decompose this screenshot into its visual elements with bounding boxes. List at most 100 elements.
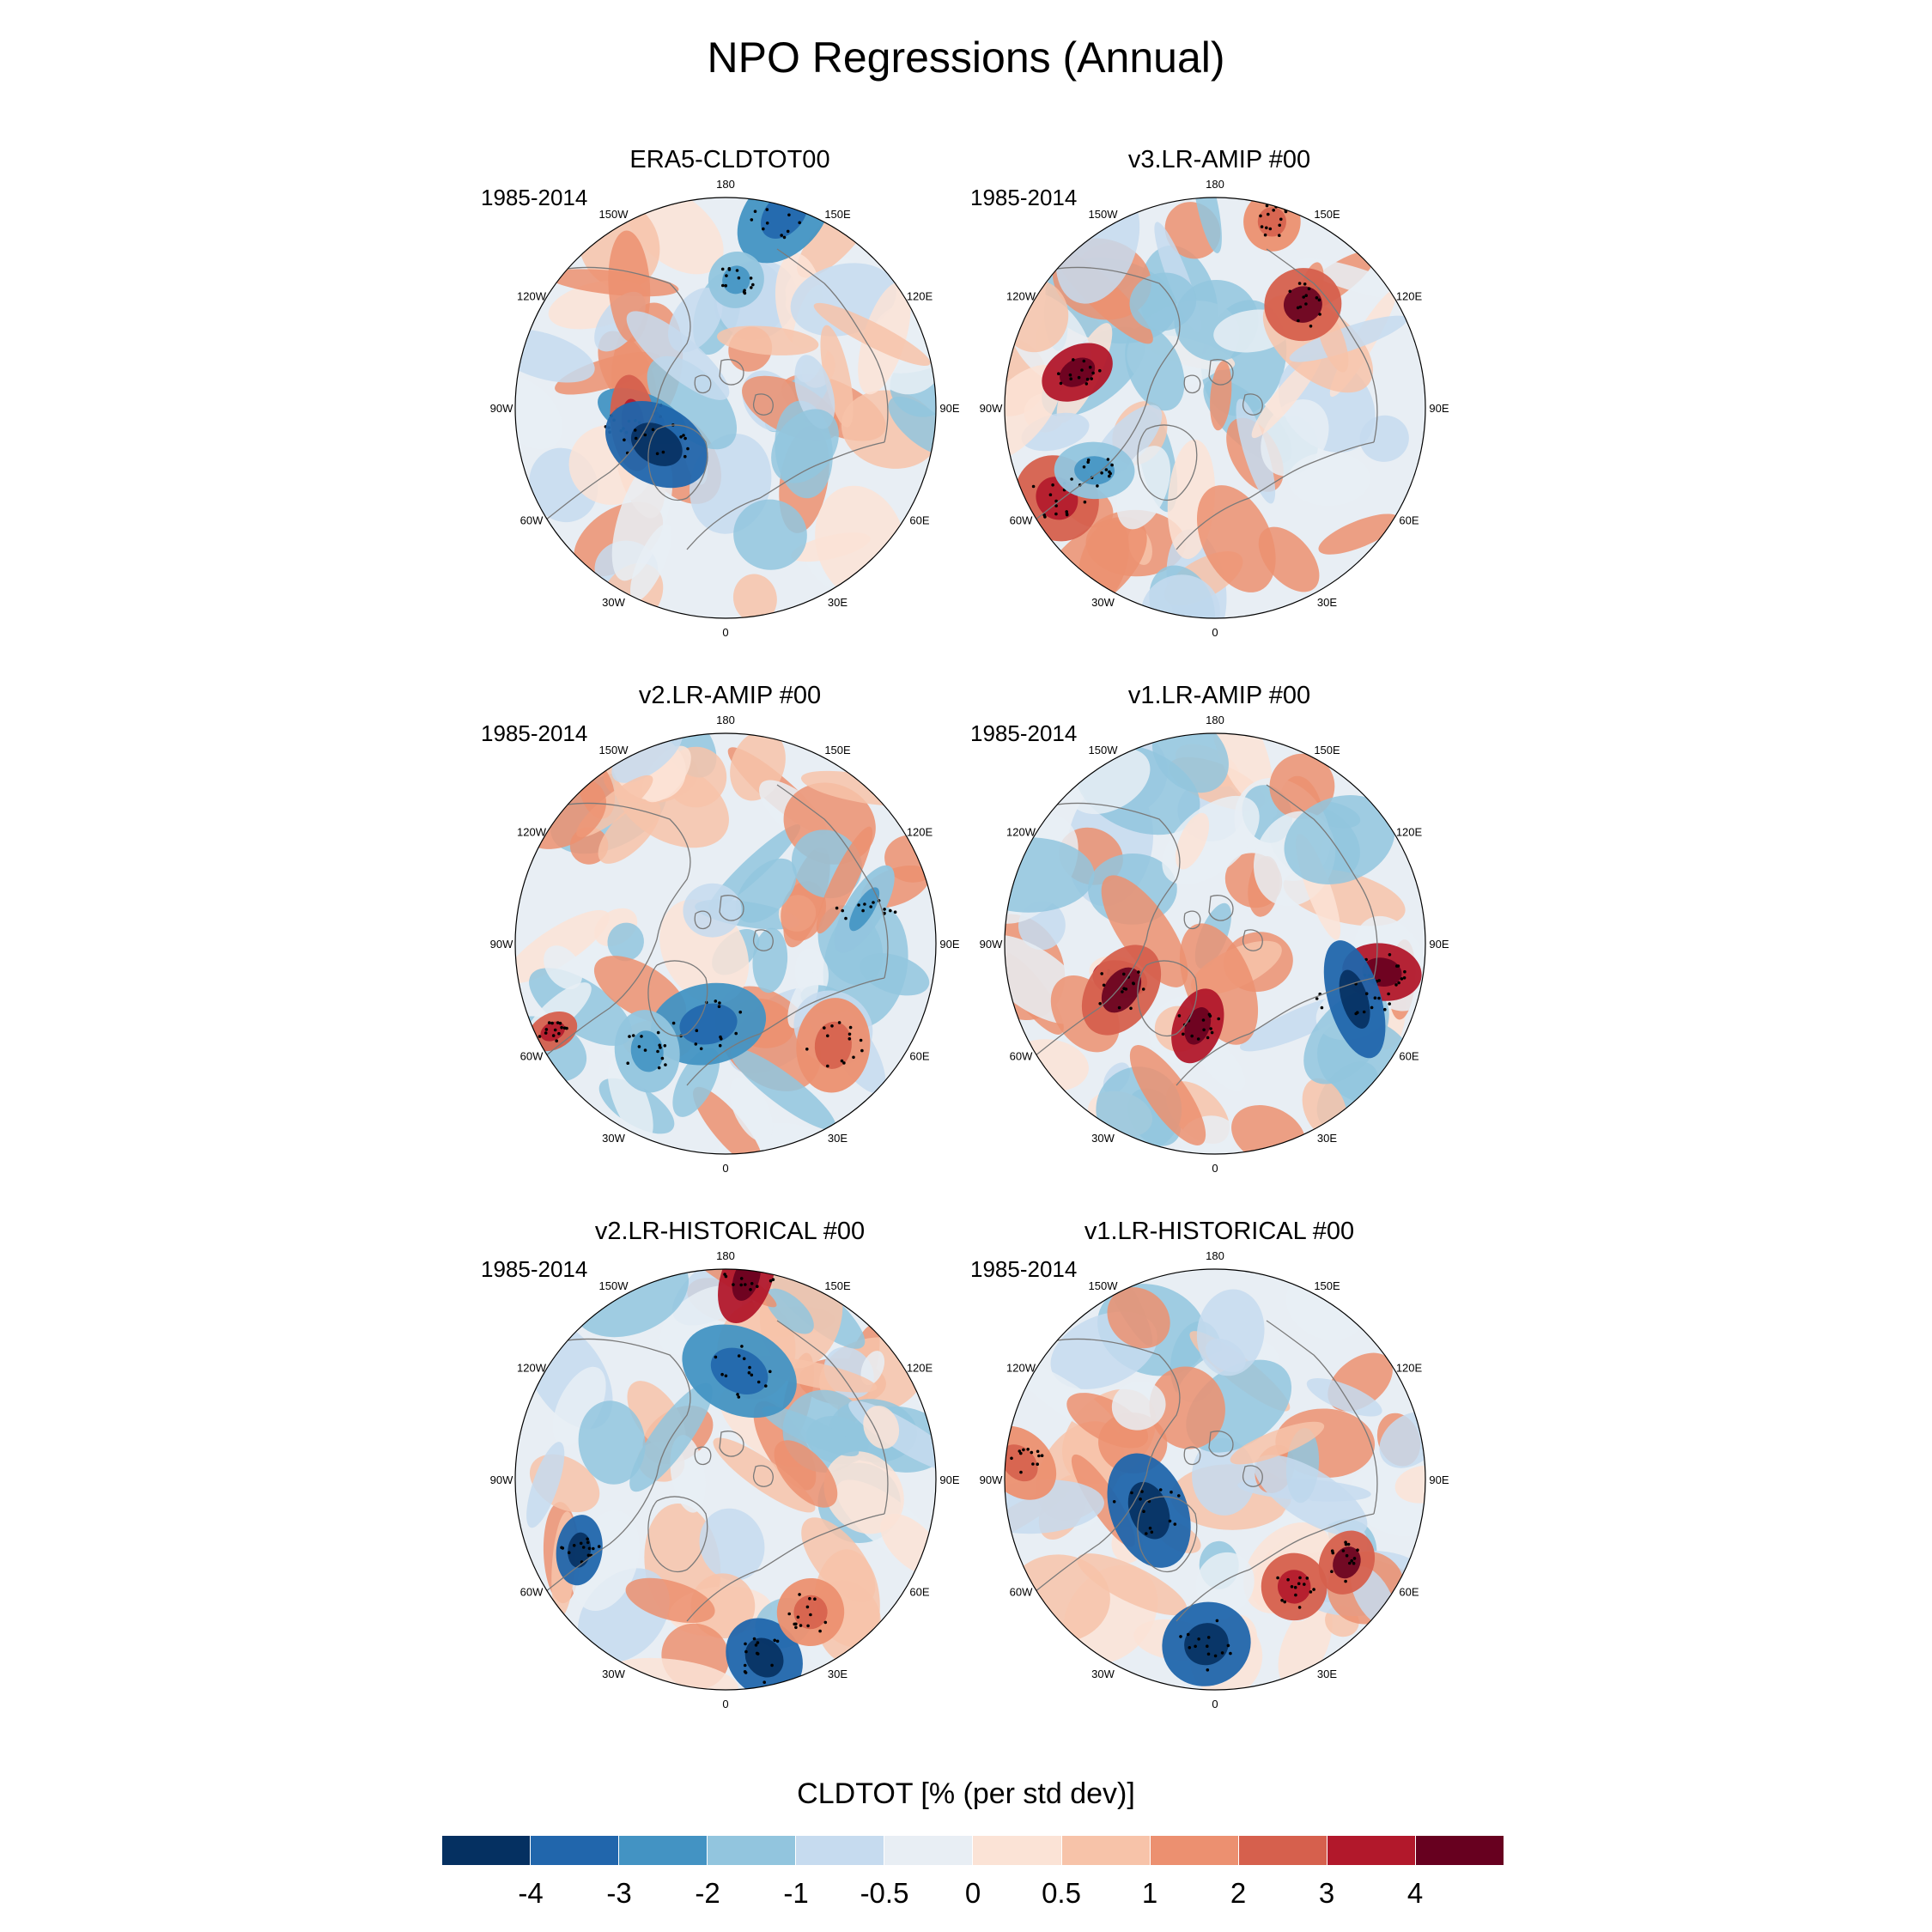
significance-dot: [1201, 1018, 1206, 1022]
significance-dot: [1206, 1636, 1211, 1639]
coastline: [1242, 929, 1263, 951]
significance-dot: [799, 1624, 803, 1627]
significance-dot: [1170, 1490, 1173, 1494]
significance-dot: [840, 1059, 844, 1063]
coastlines: [540, 784, 889, 1086]
longitude-label: 90E: [1429, 1473, 1449, 1486]
significance-dot: [567, 1551, 571, 1554]
significance-dot: [727, 268, 732, 271]
significance-dot: [660, 1056, 665, 1060]
significance-dot: [751, 283, 755, 287]
significance-dot: [1397, 981, 1400, 985]
significance-dot: [842, 1061, 846, 1065]
panel-title: v1.LR-HISTORICAL #00: [1084, 1218, 1355, 1245]
significance-dot: [750, 286, 753, 289]
polar-map: 180 150E 120E 90E 60E 30E 0 30W 60W 90W 120W 150W: [980, 714, 1449, 1175]
significance-dot: [643, 433, 647, 437]
coastline: [1266, 248, 1378, 443]
panel-period: 1985-2014: [970, 185, 1078, 210]
longitude-label: 150E: [1314, 208, 1340, 221]
panel-title: v2.LR-HISTORICAL #00: [594, 1218, 866, 1245]
longitude-label: 150W: [1089, 744, 1119, 756]
longitude-label: 30W: [1091, 596, 1115, 609]
significance-dot: [1267, 212, 1270, 216]
anomaly-core: [1127, 1481, 1170, 1540]
significance-dot: [557, 1031, 561, 1036]
longitude-label: 0: [722, 626, 728, 639]
map-panel-v2-historical: v2.LR-HISTORICAL #00 1985-2014 180 150E 12…: [481, 1218, 979, 1733]
coastline: [1183, 1446, 1201, 1466]
significance-dot: [1350, 1558, 1353, 1563]
significance-dot: [749, 1288, 752, 1291]
significance-dot: [1168, 1519, 1172, 1523]
coastline: [647, 960, 708, 1036]
anomaly-region: [713, 1437, 816, 1513]
anomaly-region: [1077, 1553, 1188, 1616]
anomaly-region: [1101, 875, 1188, 987]
significance-dot: [657, 1066, 661, 1070]
longitude-label: 60E: [1399, 514, 1419, 527]
significance-dot: [1098, 1002, 1102, 1005]
longitude-label: 120E: [907, 290, 933, 303]
coastlines: [1030, 248, 1378, 550]
anomaly-region: [1236, 398, 1276, 504]
significance-dot: [769, 1370, 772, 1374]
map-panel-v1-amip: v1.LR-AMIP #00 1985-2014 180 150E 120E 90E 6…: [970, 682, 1468, 1197]
significance-dot: [586, 1540, 590, 1545]
anomaly-region: [1254, 1455, 1368, 1537]
significance-dot: [738, 1010, 742, 1014]
anomaly-region: [1306, 1378, 1382, 1417]
significance-dot: [1298, 1576, 1302, 1580]
panel-title: v3.LR-AMIP #00: [1127, 146, 1311, 173]
longitude-label: 150E: [824, 1279, 851, 1292]
significance-dot: [743, 1670, 747, 1674]
significance-dot: [1121, 990, 1124, 993]
colorbar-tick-label: -2: [695, 1877, 720, 1909]
significance-dot: [1370, 1005, 1374, 1010]
significance-dot: [1037, 1454, 1041, 1458]
significance-dot: [1297, 319, 1300, 323]
anomaly-region: [771, 409, 839, 483]
anomaly-core: [568, 1532, 592, 1568]
panel-title: v2.LR-AMIP #00: [638, 682, 822, 709]
significance-dot: [683, 454, 687, 459]
significance-dot: [1220, 1651, 1224, 1655]
significance-dot: [592, 1546, 595, 1551]
longitude-label: 90W: [490, 402, 513, 415]
anomaly-core: [1101, 967, 1142, 1013]
coastline: [694, 910, 712, 930]
longitude-label: 60E: [1399, 1050, 1419, 1063]
anomaly-region: [708, 824, 801, 911]
significance-dot: [805, 1605, 810, 1609]
field-layer: [1005, 197, 1425, 618]
significance-dot: [1106, 458, 1110, 461]
colorbar: [442, 1836, 1504, 1865]
significance-dot: [1344, 1542, 1348, 1546]
longitude-label: 150E: [824, 208, 851, 221]
significance-dot: [1112, 1500, 1116, 1504]
significance-dot: [1279, 217, 1283, 222]
anomaly-core: [1333, 1546, 1361, 1579]
significance-dot: [1141, 987, 1145, 991]
significance-dot: [826, 1034, 829, 1038]
significance-dot: [786, 229, 790, 234]
significance-dot: [749, 276, 753, 280]
significance-dot: [755, 1651, 759, 1656]
coastline: [1266, 784, 1378, 979]
significance-dot: [1132, 981, 1135, 985]
colorbar-tick-label: -4: [518, 1877, 544, 1909]
significance-dot: [1068, 373, 1072, 377]
coastline: [647, 424, 708, 501]
anomaly-core: [722, 265, 750, 295]
significance-dot: [1229, 1651, 1232, 1656]
significance-dot: [1302, 295, 1305, 299]
significance-dot: [1387, 992, 1390, 996]
coastline: [776, 784, 889, 979]
anomaly-region: [647, 355, 738, 450]
significance-dot: [1403, 969, 1406, 974]
significance-dot: [721, 283, 725, 288]
significance-dot: [762, 1269, 766, 1272]
anomaly-region: [526, 1442, 565, 1528]
significance-dot: [1188, 1646, 1192, 1649]
significance-dot: [633, 428, 637, 432]
